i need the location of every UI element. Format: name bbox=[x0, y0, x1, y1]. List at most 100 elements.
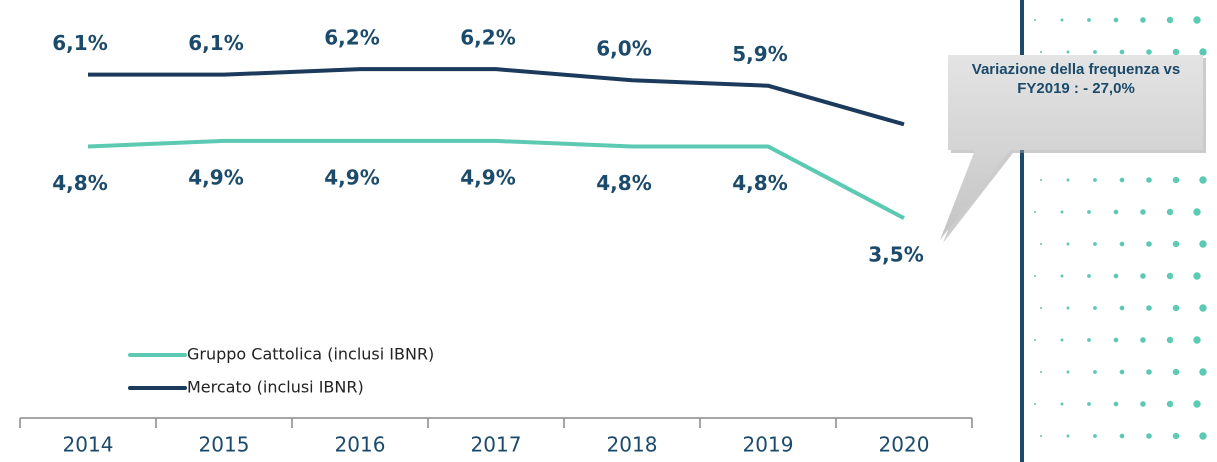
dot bbox=[1093, 306, 1097, 310]
dot bbox=[1140, 209, 1146, 215]
dot bbox=[1172, 176, 1180, 184]
dot bbox=[1093, 370, 1097, 374]
callout-text: Variazione della frequenza vs FY2019 : -… bbox=[971, 61, 1181, 97]
data-label: 4,8% bbox=[732, 171, 787, 195]
dot bbox=[1060, 210, 1064, 214]
dot bbox=[1087, 402, 1091, 406]
dot bbox=[1119, 433, 1125, 439]
dot bbox=[1172, 240, 1180, 248]
dot bbox=[1146, 433, 1152, 439]
dot bbox=[1140, 337, 1146, 343]
dot bbox=[1172, 432, 1180, 440]
dot bbox=[1093, 50, 1097, 54]
dot bbox=[1119, 177, 1125, 183]
dot bbox=[1172, 368, 1180, 376]
dot bbox=[1060, 274, 1064, 278]
dot bbox=[1166, 336, 1174, 344]
dot bbox=[1060, 18, 1064, 22]
dot bbox=[1040, 435, 1042, 437]
dot bbox=[1119, 241, 1125, 247]
data-label: 6,0% bbox=[596, 37, 651, 61]
dot bbox=[1166, 400, 1174, 408]
data-label: 3,5% bbox=[868, 243, 923, 267]
dot bbox=[1034, 19, 1036, 21]
dot bbox=[1066, 242, 1070, 246]
dot bbox=[1034, 275, 1036, 277]
dot bbox=[1193, 208, 1201, 216]
dot bbox=[1146, 177, 1152, 183]
dot bbox=[1066, 50, 1070, 54]
dot bbox=[1060, 402, 1064, 406]
dot bbox=[1093, 242, 1097, 246]
data-label: 6,2% bbox=[460, 26, 515, 50]
series-line bbox=[87, 138, 905, 220]
dot bbox=[1146, 49, 1152, 55]
dot bbox=[1087, 210, 1091, 214]
data-label: 6,1% bbox=[188, 31, 243, 55]
data-label: 6,2% bbox=[324, 26, 379, 50]
data-label: 4,9% bbox=[188, 165, 243, 189]
data-label: 4,8% bbox=[52, 171, 107, 195]
legend-label: Gruppo Cattolica (inclusi IBNR) bbox=[187, 345, 434, 364]
x-tick-label: 2016 bbox=[335, 433, 386, 457]
dot bbox=[1034, 403, 1036, 405]
legend-label: Mercato (inclusi IBNR) bbox=[187, 378, 364, 397]
dot bbox=[1140, 273, 1146, 279]
x-tick-label: 2014 bbox=[63, 433, 114, 457]
data-label: 6,1% bbox=[52, 31, 107, 55]
series-line bbox=[88, 67, 905, 127]
dot bbox=[1066, 434, 1070, 438]
dot bbox=[1199, 432, 1207, 440]
dot bbox=[1172, 304, 1180, 312]
dot bbox=[1172, 48, 1180, 56]
dot bbox=[1093, 178, 1097, 182]
dot bbox=[1113, 273, 1119, 279]
dot bbox=[1146, 305, 1152, 311]
callout-box bbox=[940, 55, 1203, 240]
x-tick-label: 2018 bbox=[607, 433, 658, 457]
dot bbox=[1066, 306, 1070, 310]
dot bbox=[1193, 400, 1201, 408]
x-tick-label: 2015 bbox=[199, 433, 250, 457]
dot bbox=[1034, 339, 1036, 341]
dot bbox=[1113, 337, 1119, 343]
dot bbox=[1166, 16, 1174, 24]
dot bbox=[1066, 370, 1070, 374]
dot bbox=[1199, 240, 1207, 248]
dot bbox=[1093, 434, 1097, 438]
dot bbox=[1166, 272, 1174, 280]
dot bbox=[1113, 401, 1119, 407]
dot bbox=[1193, 336, 1201, 344]
dot bbox=[1113, 17, 1119, 23]
data-label: 4,8% bbox=[596, 171, 651, 195]
x-tick-label: 2020 bbox=[879, 433, 930, 457]
dot bbox=[1146, 369, 1152, 375]
dot bbox=[1040, 243, 1042, 245]
dot bbox=[1199, 176, 1207, 184]
decoration bbox=[1034, 16, 1207, 440]
dot bbox=[1193, 16, 1201, 24]
dot bbox=[1066, 178, 1070, 182]
dot bbox=[1034, 211, 1036, 213]
dot bbox=[1087, 338, 1091, 342]
dot bbox=[1199, 304, 1207, 312]
dot bbox=[1199, 368, 1207, 376]
dot bbox=[1040, 371, 1042, 373]
dot bbox=[1119, 305, 1125, 311]
dot bbox=[1040, 179, 1042, 181]
dot bbox=[1040, 307, 1042, 309]
dot bbox=[1113, 209, 1119, 215]
dot bbox=[1119, 369, 1125, 375]
data-label: 4,9% bbox=[460, 165, 515, 189]
x-tick-label: 2017 bbox=[471, 433, 522, 457]
dot bbox=[1040, 51, 1042, 53]
dot bbox=[1146, 241, 1152, 247]
dot bbox=[1166, 208, 1174, 216]
dot bbox=[1140, 17, 1146, 23]
dot bbox=[1087, 18, 1091, 22]
x-tick-label: 2019 bbox=[743, 433, 794, 457]
dot bbox=[1087, 274, 1091, 278]
dot bbox=[1119, 49, 1125, 55]
